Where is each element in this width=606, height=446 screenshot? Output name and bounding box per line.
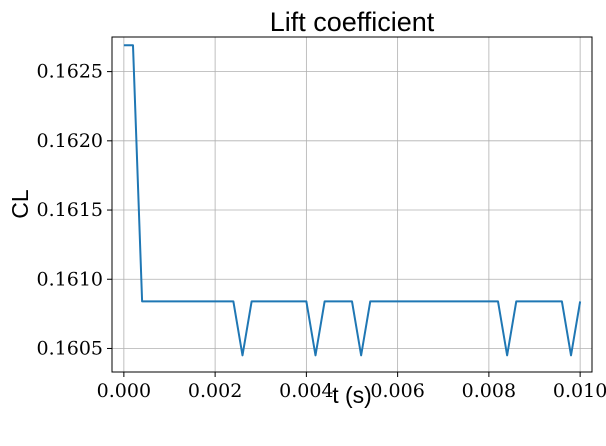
x-tick-label: 0.004 — [279, 380, 333, 402]
y-tick-label: 0.1625 — [37, 61, 103, 83]
y-tick-label: 0.1610 — [37, 268, 103, 290]
y-axis-ticks: 0.1605 0.1610 0.1615 0.1620 0.1625 — [37, 61, 112, 359]
x-tick-label: 0.006 — [370, 380, 424, 402]
y-tick-label: 0.1620 — [37, 130, 103, 152]
chart-title: Lift coefficient — [270, 7, 435, 37]
grid — [112, 37, 592, 372]
y-axis-label: CL — [7, 189, 33, 219]
x-axis-label: t (s) — [332, 382, 372, 408]
series-line — [123, 44, 582, 357]
y-tick-label: 0.1605 — [37, 337, 103, 359]
x-tick-label: 0.000 — [97, 380, 151, 402]
x-tick-label: 0.008 — [462, 380, 516, 402]
x-tick-label: 0.010 — [553, 380, 606, 402]
y-tick-label: 0.1615 — [37, 199, 103, 221]
plot-frame — [111, 36, 593, 373]
x-tick-label: 0.002 — [188, 380, 242, 402]
series-layer — [123, 44, 582, 357]
x-axis-ticks: 0.000 0.002 0.004 0.006 0.008 0.010 — [97, 372, 606, 402]
